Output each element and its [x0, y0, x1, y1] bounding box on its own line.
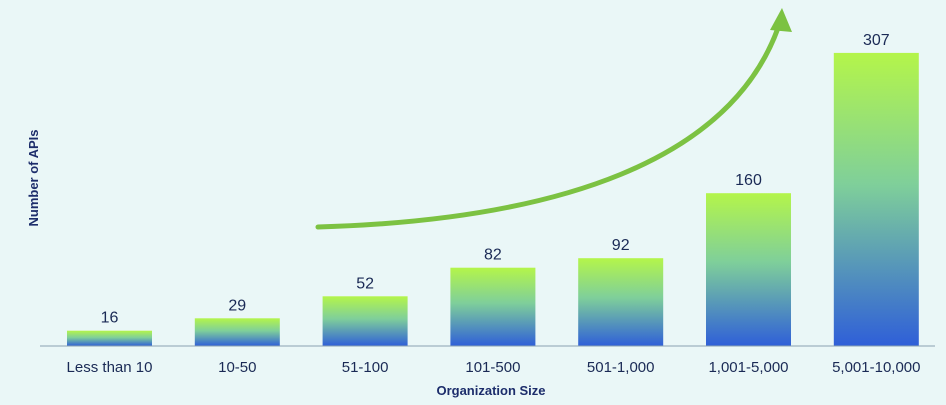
- bar-0: [67, 330, 152, 346]
- bar-4: [578, 258, 664, 346]
- x-tick-label: 5,001-10,000: [832, 359, 920, 376]
- bars-group: [67, 52, 919, 347]
- x-tick-label: 10-50: [218, 359, 256, 376]
- bar-3: [450, 267, 536, 346]
- bar-5: [706, 193, 791, 346]
- trend-arrowhead-icon: [770, 8, 792, 32]
- x-tick-label: 51-100: [342, 359, 389, 376]
- value-labels-group: 16 29 52 82 92 160 307: [101, 32, 890, 327]
- bar-2: [322, 296, 408, 346]
- upward-trend-arrow: [315, 25, 781, 230]
- bar-value-label: 16: [101, 310, 119, 327]
- bar-value-label: 82: [484, 247, 502, 264]
- bar-6: [833, 52, 919, 347]
- x-tick-label: Less than 10: [67, 359, 153, 376]
- x-tick-labels-group: Less than 10 10-50 51-100 101-500 501-1,000 1…: [67, 359, 921, 376]
- bar-value-label: 52: [356, 275, 374, 292]
- bar-value-label: 160: [735, 172, 762, 189]
- x-tick-label: 501-1,000: [587, 359, 655, 376]
- bar-value-label: 29: [228, 297, 246, 314]
- x-tick-label: 1,001-5,000: [708, 359, 788, 376]
- x-tick-label: 101-500: [465, 359, 520, 376]
- bar-value-label: 92: [612, 237, 630, 254]
- bar-value-label: 307: [863, 32, 890, 49]
- bar-1: [194, 318, 280, 346]
- x-axis-title: Organization Size: [436, 383, 545, 398]
- y-axis-title: Number of APIs: [26, 129, 41, 226]
